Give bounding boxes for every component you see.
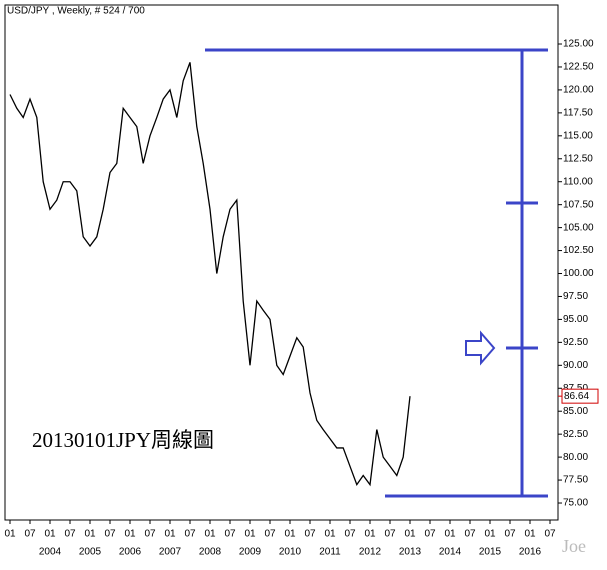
annotation: 20130101JPY周線圖 <box>32 428 214 452</box>
x-tick-label: 07 <box>24 529 36 540</box>
x-tick-label: 01 <box>444 529 456 540</box>
x-tick-label: 01 <box>4 529 16 540</box>
x-tick-label: 07 <box>344 529 356 540</box>
x-tick-label: 01 <box>284 529 296 540</box>
y-tick-label: 125.00 <box>563 39 594 50</box>
plot-frame <box>4 4 559 521</box>
y-tick-label: 85.00 <box>563 406 588 417</box>
year-label: 2008 <box>199 547 222 558</box>
x-tick-label: 07 <box>304 529 316 540</box>
year-label: 2013 <box>399 547 422 558</box>
measure-annotation <box>205 48 548 498</box>
y-tick-label: 92.50 <box>563 337 588 348</box>
x-tick-label: 01 <box>84 529 96 540</box>
year-label: 2011 <box>319 547 341 558</box>
year-label: 2004 <box>39 547 62 558</box>
x-tick-label: 01 <box>404 529 416 540</box>
y-tick-label: 120.00 <box>563 85 594 96</box>
watermark: Joe <box>562 536 586 556</box>
x-tick-label: 01 <box>124 529 136 540</box>
year-label: 2012 <box>359 547 382 558</box>
year-label: 2010 <box>279 547 302 558</box>
x-tick-label: 07 <box>504 529 516 540</box>
y-tick-label: 107.50 <box>563 199 594 210</box>
last-value-label: 86.64 <box>564 391 589 402</box>
y-tick-label: 100.00 <box>563 268 594 279</box>
y-tick-label: 95.00 <box>563 314 588 325</box>
y-tick-label: 77.50 <box>563 475 588 486</box>
y-tick-label: 80.00 <box>563 452 588 463</box>
x-tick-label: 01 <box>164 529 176 540</box>
x-tick-label: 07 <box>384 529 396 540</box>
y-tick-label: 102.50 <box>563 245 594 256</box>
year-label: 2009 <box>239 547 262 558</box>
y-tick-label: 117.50 <box>563 108 593 119</box>
y-tick-label: 122.50 <box>563 62 594 73</box>
x-tick-label: 01 <box>524 529 536 540</box>
last-value-box <box>561 388 599 404</box>
year-label: 2014 <box>439 547 462 558</box>
x-tick-label: 01 <box>244 529 256 540</box>
y-tick-label: 97.50 <box>563 291 588 302</box>
y-tick-label: 75.00 <box>563 498 588 509</box>
y-tick-label: 115.00 <box>563 130 593 141</box>
x-tick-label: 07 <box>264 529 276 540</box>
x-tick-label: 01 <box>204 529 216 540</box>
x-tick-label: 07 <box>104 529 116 540</box>
y-tick-label: 90.00 <box>563 360 588 371</box>
y-tick-label: 82.50 <box>563 429 588 440</box>
year-label: 2006 <box>119 547 142 558</box>
chart-title: USD/JPY , Weekly, # 524 / 700 <box>7 6 145 17</box>
x-tick-label: 07 <box>424 529 436 540</box>
x-tick-label: 07 <box>64 529 76 540</box>
y-tick-label: 105.00 <box>563 222 594 233</box>
year-label: 2005 <box>79 547 102 558</box>
y-tick-label: 87.50 <box>563 383 588 394</box>
y-tick-label: 110.00 <box>563 176 593 187</box>
year-label: 2015 <box>479 547 502 558</box>
x-tick-label: 07 <box>544 529 556 540</box>
x-tick-label: 07 <box>144 529 156 540</box>
x-tick-label: 01 <box>364 529 376 540</box>
x-tick-label: 01 <box>324 529 336 540</box>
x-tick-label: 07 <box>224 529 236 540</box>
year-label: 2007 <box>159 547 182 558</box>
price-line <box>9 62 411 487</box>
x-tick-label: 07 <box>464 529 476 540</box>
x-tick-label: 01 <box>484 529 496 540</box>
y-tick-label: 112.50 <box>563 153 593 164</box>
x-tick-label: 01 <box>44 529 56 540</box>
year-label: 2016 <box>519 547 542 558</box>
x-tick-label: 07 <box>184 529 196 540</box>
